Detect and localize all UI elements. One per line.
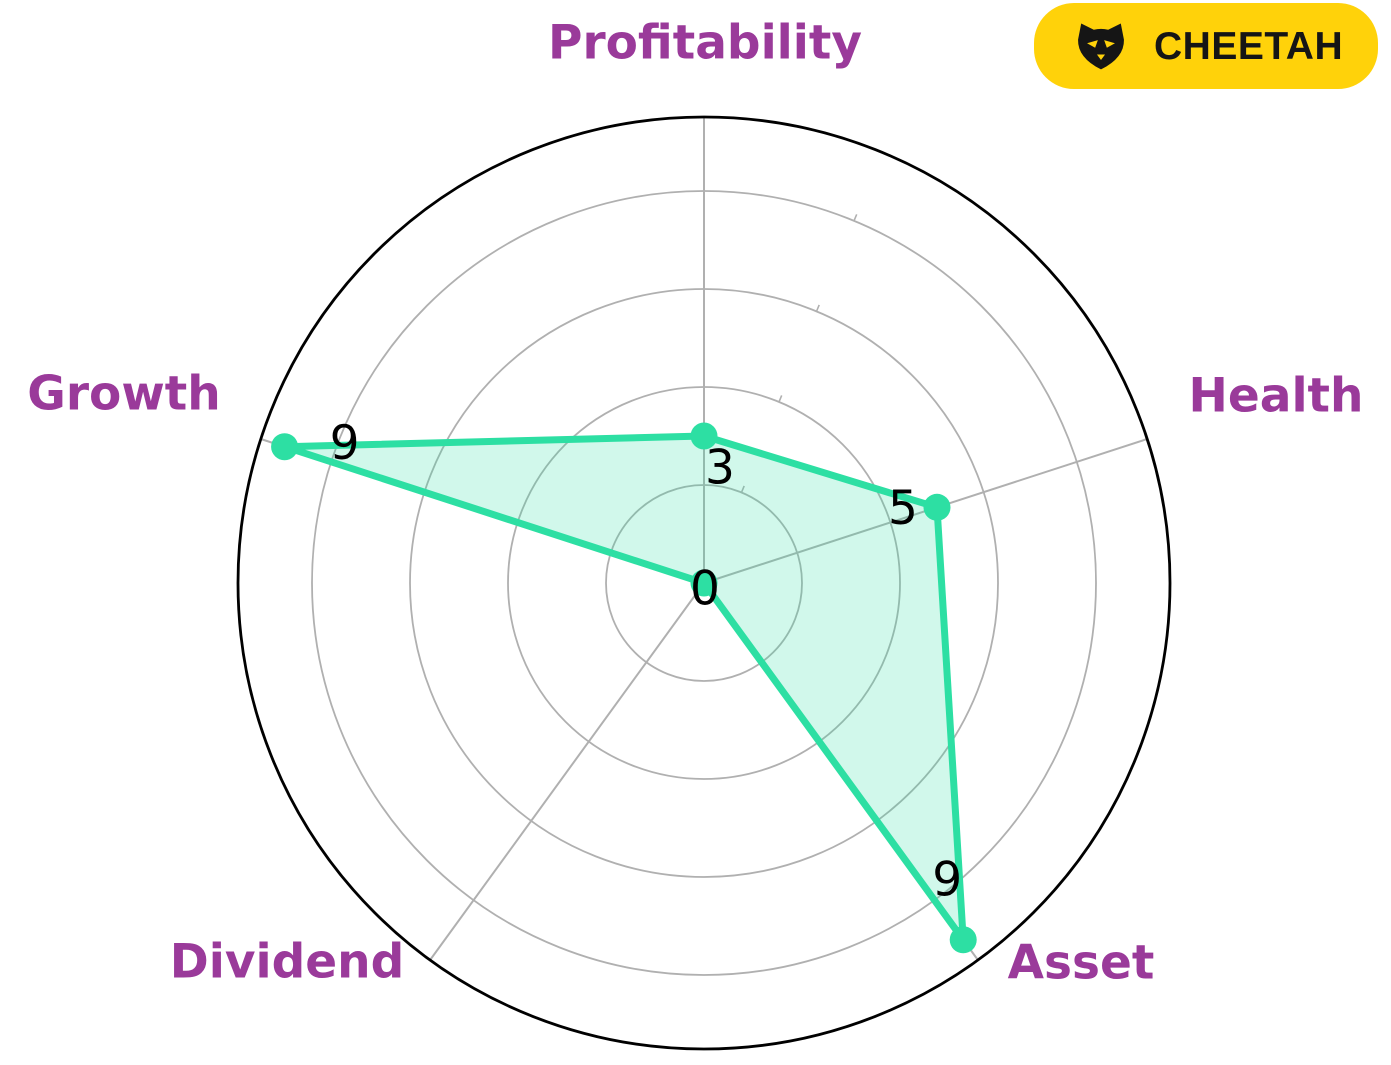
value-label-profitability: 3 <box>705 441 735 496</box>
cheetah-badge: CHEETAH <box>1034 3 1378 89</box>
value-label-growth: 9 <box>330 416 360 471</box>
value-label-dividend: 0 <box>690 562 720 617</box>
axis-label-growth: Growth <box>27 366 221 422</box>
axis-label-profitability: Profitability <box>547 15 863 71</box>
axis-label-dividend: Dividend <box>169 934 405 990</box>
badge-label: CHEETAH <box>1154 24 1344 68</box>
value-label-asset: 9 <box>932 852 962 907</box>
value-label-health: 5 <box>888 481 918 536</box>
axis-label-health: Health <box>1188 368 1364 424</box>
cat-face-icon <box>1078 23 1124 70</box>
axis-label-asset: Asset <box>1007 935 1155 991</box>
